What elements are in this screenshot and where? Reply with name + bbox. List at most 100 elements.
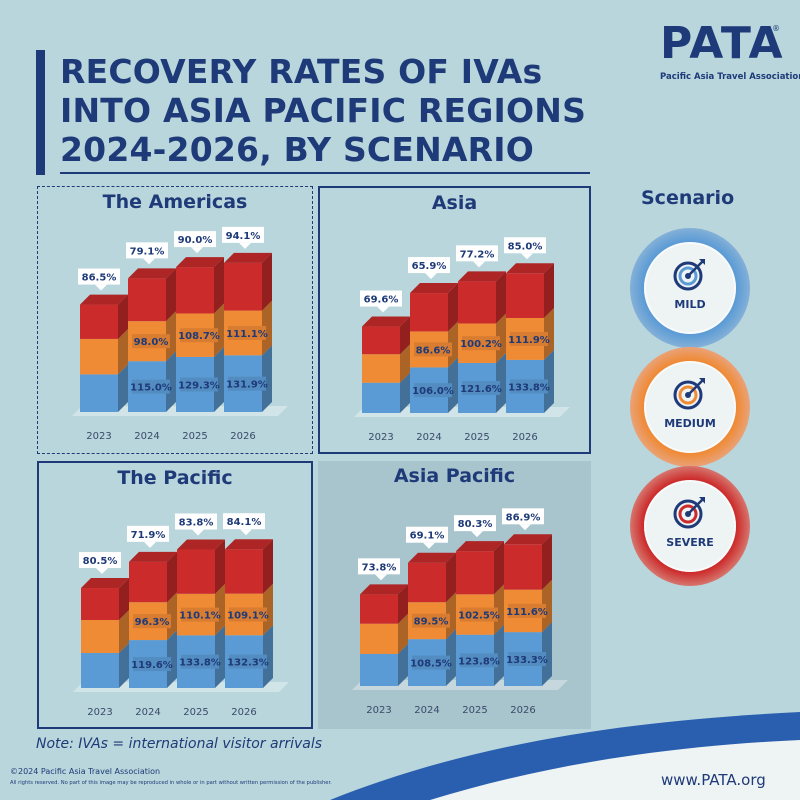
data-label: 109.1% — [227, 610, 269, 621]
bar-side-medium — [494, 584, 504, 635]
x-tick-label: 2025 — [182, 431, 207, 442]
callout-pointer — [144, 541, 156, 548]
data-label: 111.1% — [226, 329, 268, 340]
callout-pointer — [191, 247, 203, 254]
x-tick-label: 2023 — [366, 705, 391, 716]
bar-side-severe — [398, 584, 408, 624]
bar-top — [129, 551, 177, 562]
chart-title: The Pacific — [117, 467, 233, 489]
bar-segment-severe — [225, 549, 263, 594]
x-tick-label: 2025 — [462, 705, 487, 716]
callout-box — [504, 237, 546, 254]
callout-box — [78, 268, 120, 285]
bar-segment-severe — [504, 544, 542, 590]
chart-panel-pacific: The Pacific 80.5% 2023 119.6% 96.3% 71.9% 202… — [37, 461, 313, 729]
bar-segment-severe — [177, 549, 215, 594]
chart-svg: 73.8% 2023 108.5% 89.5% 69.1% 2024 123.8% 102.5… — [352, 508, 568, 716]
callout-pointer — [377, 306, 389, 313]
callout-pointer — [519, 524, 531, 531]
bar-side-mild — [166, 351, 176, 412]
bar-side-severe — [214, 257, 224, 314]
callout-box — [360, 290, 402, 307]
bar-side-medium — [214, 303, 224, 357]
bar-side-severe — [262, 252, 272, 311]
x-tick-label: 2026 — [231, 707, 256, 718]
data-label: 65.9% — [412, 261, 447, 272]
x-tick-label: 2024 — [414, 705, 439, 716]
bar-side-severe — [215, 539, 225, 594]
bar-side-mild — [167, 630, 177, 688]
callout-pointer — [471, 531, 483, 538]
chart-title: The Americas — [102, 191, 248, 213]
bar-side-medium — [166, 311, 176, 362]
data-label: 96.3% — [135, 617, 170, 628]
data-label: 80.5% — [83, 556, 118, 567]
data-label-bg — [460, 607, 498, 622]
callout-box — [454, 515, 496, 532]
bar-top — [81, 578, 129, 589]
x-tick-label: 2024 — [135, 707, 160, 718]
bar-side-mild — [448, 357, 458, 413]
bar-segment-mild — [80, 374, 118, 412]
bar-side-severe — [544, 263, 554, 318]
x-tick-label: 2025 — [464, 432, 489, 443]
callout-box — [222, 226, 264, 243]
title-line-2: INTO ASIA PACIFIC REGIONS — [60, 91, 587, 130]
data-label: 121.6% — [460, 384, 502, 395]
data-label-bg — [508, 652, 546, 667]
callout-pointer — [375, 574, 387, 581]
logo-registered-mark: ® — [772, 24, 780, 33]
data-label: 132.3% — [227, 658, 269, 669]
bar-side-medium — [496, 313, 506, 363]
data-label: 133.8% — [508, 382, 550, 393]
data-label: 94.1% — [226, 231, 261, 242]
data-label-bg — [460, 653, 498, 668]
x-tick-label: 2023 — [368, 432, 393, 443]
callout-pointer — [95, 284, 107, 291]
callout-box — [174, 231, 216, 248]
x-tick-label: 2024 — [134, 431, 159, 442]
data-label-bg — [414, 342, 452, 357]
bar-top — [128, 268, 176, 279]
bar-side-mild — [446, 629, 456, 686]
bar-segment-severe — [80, 304, 118, 339]
data-label-bg — [133, 614, 171, 629]
bar-side-mild — [119, 643, 129, 688]
bar-side-severe — [446, 552, 456, 603]
callout-pointer — [239, 242, 251, 249]
legend-item-medium: MEDIUM — [630, 347, 750, 467]
bar-side-mild — [262, 345, 272, 412]
bar-top — [176, 257, 224, 268]
x-tick-label: 2024 — [416, 432, 441, 443]
bar-side-medium — [398, 613, 408, 654]
bar-side-medium — [262, 300, 272, 356]
callout-box — [502, 508, 544, 525]
x-tick-label: 2025 — [183, 707, 208, 718]
data-label: 89.5% — [414, 617, 449, 628]
callout-box — [126, 242, 168, 259]
data-label: 98.0% — [134, 337, 169, 348]
x-tick-label: 2026 — [230, 431, 255, 442]
data-label: 100.2% — [460, 339, 502, 350]
data-label-bg — [133, 657, 171, 672]
bar-segment-severe — [458, 281, 496, 324]
bar-side-severe — [118, 294, 128, 339]
bar-segment-severe — [128, 278, 166, 322]
bar-side-severe — [494, 541, 504, 595]
bar-side-mild — [496, 352, 506, 413]
callout-box — [406, 526, 448, 543]
pata-logo: PATA ® Pacific Asia Travel Association — [660, 20, 800, 90]
data-label-bg — [228, 325, 266, 340]
x-tick-label: 2023 — [86, 431, 111, 442]
target-arrow-icon — [673, 259, 705, 291]
website-link[interactable]: www.PATA.org — [661, 771, 766, 789]
bar-side-mild — [542, 622, 552, 686]
chart-title: Asia Pacific — [393, 465, 516, 487]
data-label: 106.0% — [412, 386, 454, 397]
data-label: 73.8% — [362, 562, 397, 573]
bar-top — [456, 541, 504, 552]
data-label: 69.6% — [364, 295, 399, 306]
data-label-bg — [229, 607, 267, 622]
data-label: 108.5% — [410, 659, 452, 670]
